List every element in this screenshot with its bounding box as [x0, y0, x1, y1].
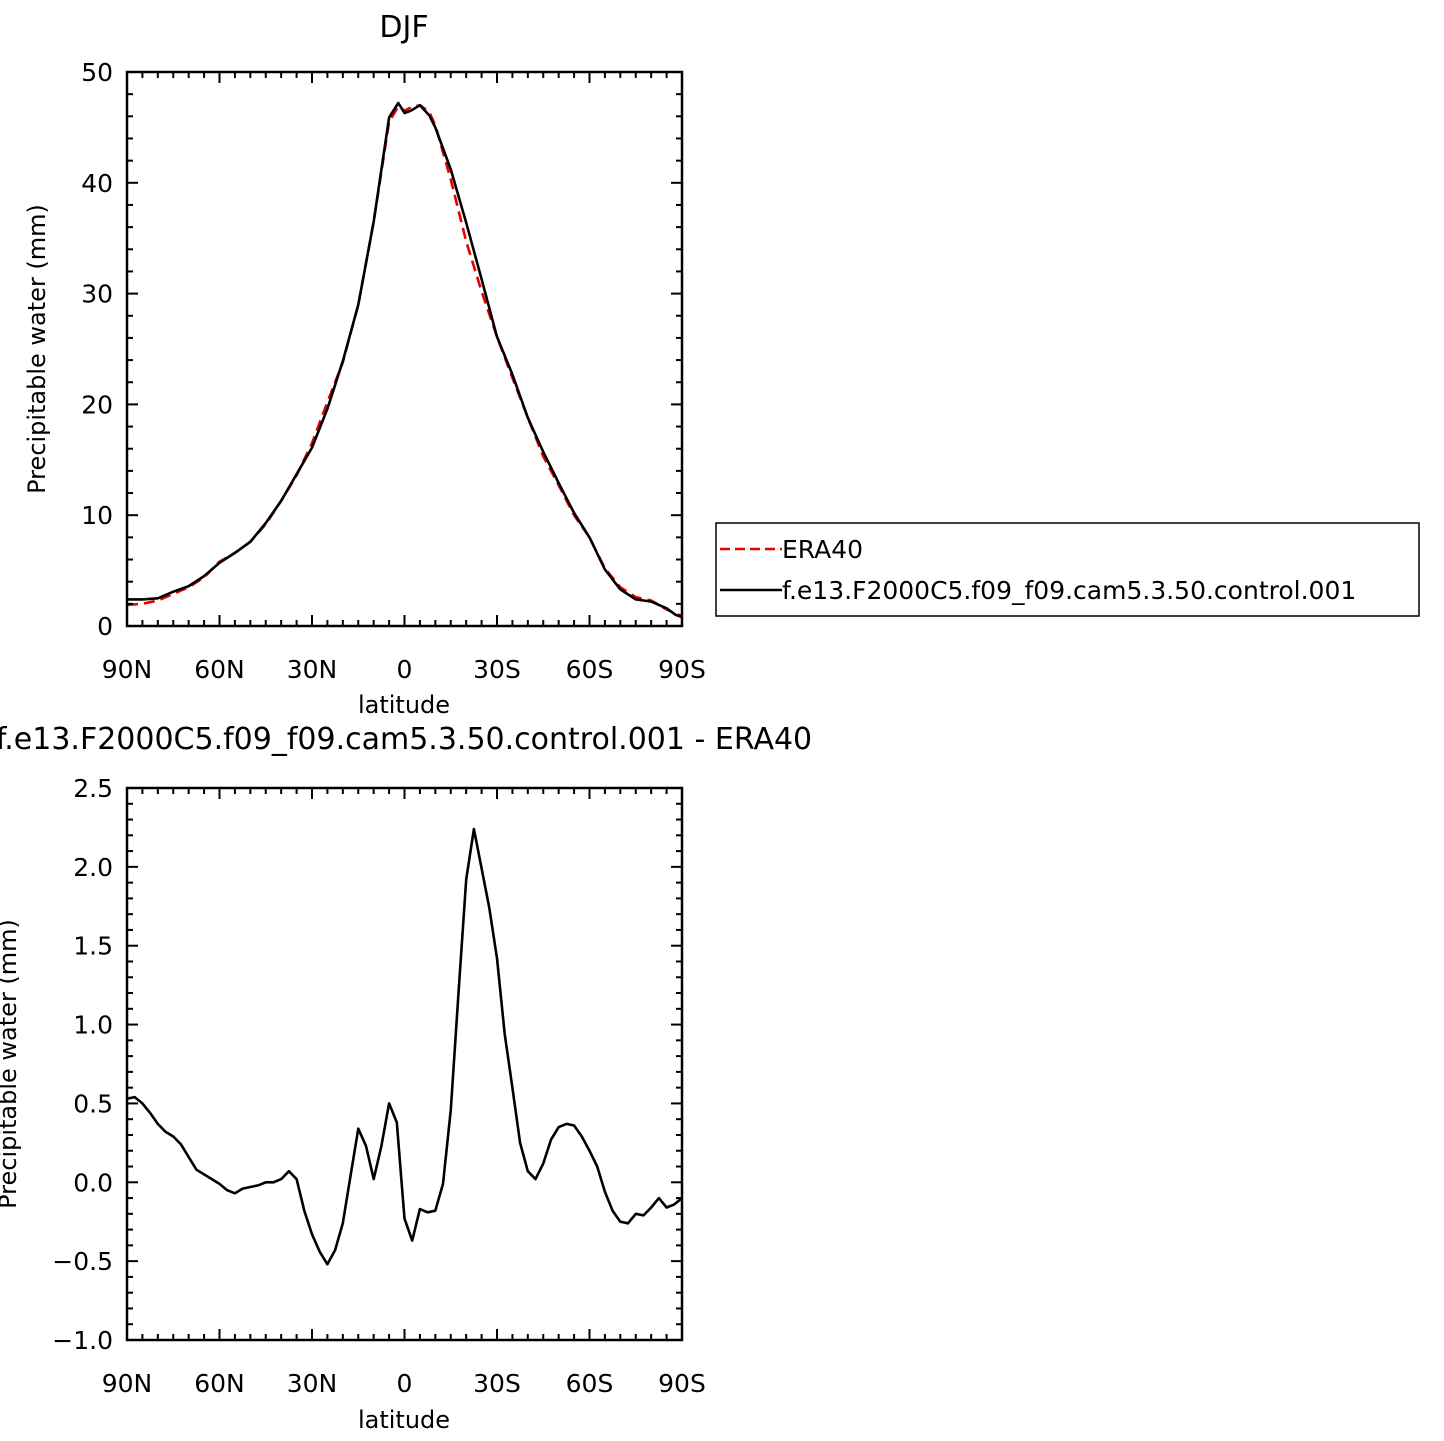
bottom-y-tick-label: −1.0 [52, 1326, 113, 1355]
bottom-x-tick-label: 60S [566, 1369, 614, 1398]
bottom-x-tick-label: 30N [287, 1369, 338, 1398]
top-x-tick-label: 90N [102, 655, 153, 684]
bottom-y-tick-label: 0.0 [73, 1168, 113, 1197]
top-x-axis-label: latitude [358, 691, 450, 719]
bottom-x-tick-label: 60N [194, 1369, 245, 1398]
top-y-tick-label: 30 [81, 280, 113, 309]
bottom-y-tick-label: 2.5 [73, 774, 113, 803]
bottom-series-line-0 [126, 827, 683, 1266]
top-series-layer [126, 101, 683, 619]
top-series-line-1 [127, 101, 683, 619]
top-series-line-0 [126, 103, 683, 618]
top-chart-title: DJF [379, 10, 428, 45]
top-y-tick-label: 40 [81, 169, 113, 198]
bottom-plot-frame [125, 786, 684, 1342]
bottom-y-tick-label: 1.0 [73, 1011, 113, 1040]
bottom-y-tick-label: 0.5 [73, 1089, 113, 1118]
bottom-y-tick-label: 1.5 [73, 932, 113, 961]
bottom-x-tick-label: 30S [473, 1369, 521, 1398]
legend-label-era40: ERA40 [782, 535, 863, 564]
top-x-tick-label: 30N [287, 655, 338, 684]
bottom-panel: f.e13.F2000C5.f09_f09.cam5.3.50.control.… [0, 722, 812, 1434]
top-y-tick-label: 0 [97, 612, 113, 641]
bottom-ticks-layer: 90N 60N 30N 0 30S 60S 90S −1.0 −0.5 0.0 0.5 1.0 1.5 2… [52, 774, 706, 1398]
top-x-tick-label: 60S [566, 655, 614, 684]
top-x-tick-label: 90S [658, 655, 706, 684]
bottom-x-tick-label: 90S [658, 1369, 706, 1398]
top-y-axis-label: Precipitable water (mm) [23, 204, 51, 494]
legend-box [715, 522, 1420, 617]
bottom-y-tick-label: −0.5 [52, 1247, 113, 1276]
bottom-series-layer [126, 827, 683, 1266]
top-y-tick-label: 10 [81, 501, 113, 530]
top-x-tick-label: 30S [473, 655, 521, 684]
top-plot-frame [125, 70, 684, 628]
top-ticks-layer: 90N 60N 30N 0 30S 60S 90S 0 10 20 30 40 50 [81, 58, 706, 684]
bottom-x-axis-label: latitude [358, 1406, 450, 1434]
top-y-tick-label: 20 [81, 390, 113, 419]
bottom-x-tick-label: 0 [397, 1369, 413, 1398]
top-x-tick-label: 60N [194, 655, 245, 684]
legend: ERA40 f.e13.F2000C5.f09_f09.cam5.3.50.co… [715, 522, 1420, 617]
top-x-tick-label: 0 [397, 655, 413, 684]
bottom-chart-title: f.e13.F2000C5.f09_f09.cam5.3.50.control.… [0, 722, 812, 757]
top-y-tick-label: 50 [81, 58, 113, 87]
bottom-y-axis-label: Precipitable water (mm) [0, 919, 22, 1209]
legend-label-model: f.e13.F2000C5.f09_f09.cam5.3.50.control.… [782, 576, 1356, 605]
bottom-y-tick-label: 2.0 [73, 853, 113, 882]
top-panel: DJF 90N 60N 30N 0 30S 60S 90S 0 10 20 30 40 50 latit… [23, 10, 706, 719]
bottom-x-tick-label: 90N [102, 1369, 153, 1398]
